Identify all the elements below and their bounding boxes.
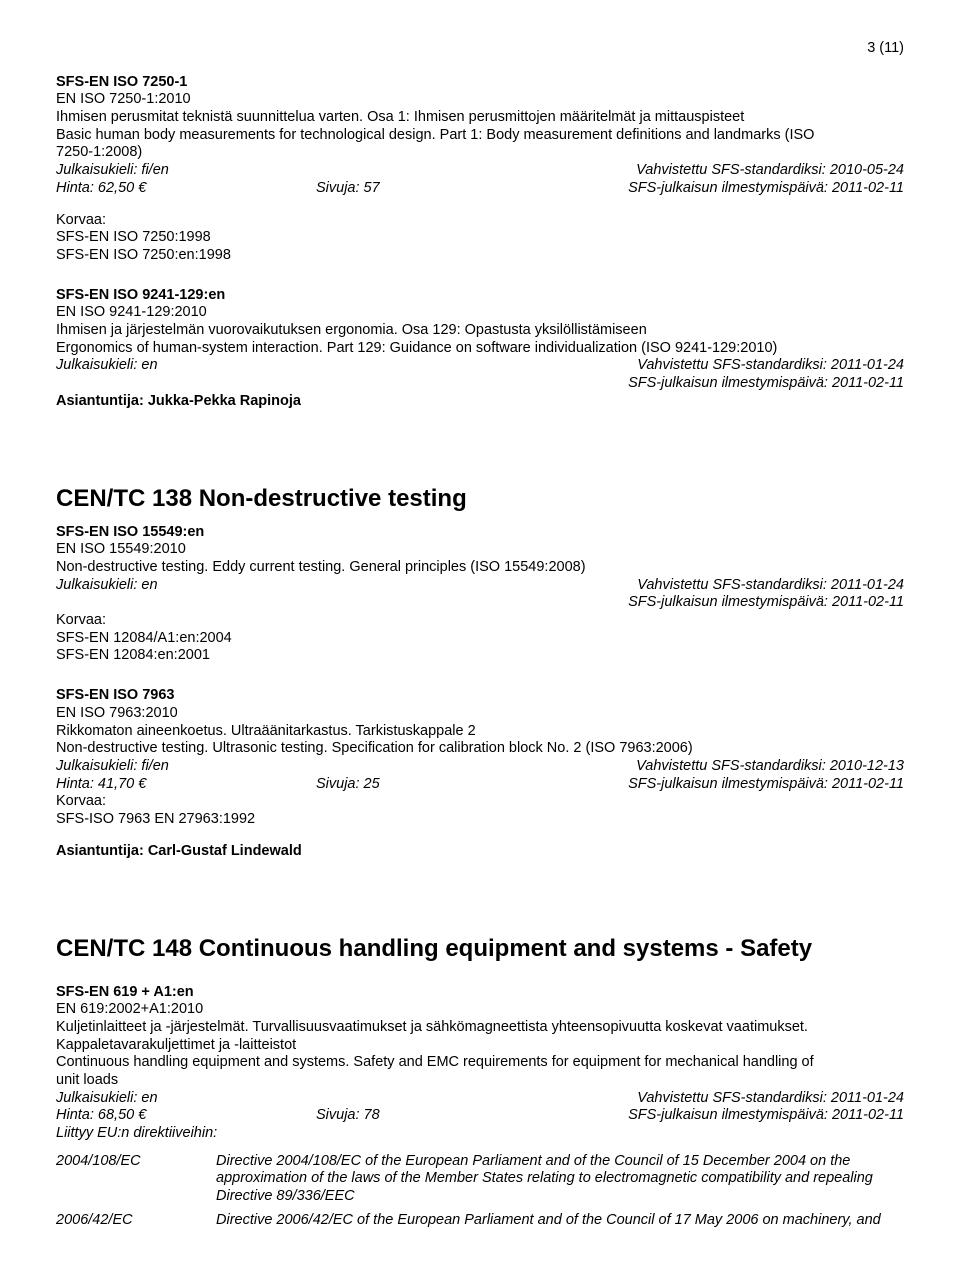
standard-entry: SFS-EN 619 + A1:en EN 619:2002+A1:2010 K… — [56, 984, 904, 1230]
language-label: Julkaisukieli: fi/en — [56, 162, 316, 180]
confirmed-date: Vahvistettu SFS-standardiksi: 2011-01-24 — [637, 1090, 904, 1108]
directive-text: Directive 2006/42/EC of the European Par… — [216, 1212, 904, 1230]
title-en: Continuous handling equipment and system… — [56, 1054, 904, 1072]
directive-code: 2006/42/EC — [56, 1212, 216, 1230]
expert-label: Asiantuntija: Carl-Gustaf Lindewald — [56, 843, 904, 861]
language-label: Julkaisukieli: en — [56, 357, 316, 375]
section-title: CEN/TC 138 Non-destructive testing — [56, 484, 904, 513]
replaces-item: SFS-EN ISO 7250:1998 — [56, 229, 904, 247]
title-en: 7250-1:2008) — [56, 144, 904, 162]
standard-code: SFS-EN ISO 9241-129:en — [56, 287, 904, 305]
price: Hinta: 62,50 € — [56, 180, 316, 198]
replaces-item: SFS-EN 12084:en:2001 — [56, 647, 904, 665]
meta-row: Julkaisukieli: en Vahvistettu SFS-standa… — [56, 577, 904, 595]
replaces-item: SFS-ISO 7963 EN 27963:1992 — [56, 811, 904, 829]
language-label: Julkaisukieli: en — [56, 577, 316, 595]
page-number: 3 (11) — [56, 40, 904, 58]
directive-text-line: Directive 89/336/EEC — [216, 1188, 904, 1206]
meta-row: Hinta: 41,70 € Sivuja: 25 SFS-julkaisun … — [56, 776, 904, 794]
title-fi: Ihmisen perusmitat teknistä suunnittelua… — [56, 109, 904, 127]
language-label: Julkaisukieli: en — [56, 1090, 316, 1108]
meta-row: Julkaisukieli: fi/en Vahvistettu SFS-sta… — [56, 162, 904, 180]
en-code: EN ISO 15549:2010 — [56, 541, 904, 559]
title-en: Non-destructive testing. Eddy current te… — [56, 559, 904, 577]
directive-code: 2004/108/EC — [56, 1153, 216, 1206]
directive-row: 2006/42/EC Directive 2006/42/EC of the E… — [56, 1212, 904, 1230]
replaces-label: Korvaa: — [56, 612, 904, 630]
publication-date: SFS-julkaisun ilmestymispäivä: 2011-02-1… — [628, 1107, 904, 1125]
title-fi: Kuljetinlaitteet ja -järjestelmät. Turva… — [56, 1019, 904, 1037]
price: Hinta: 68,50 € — [56, 1107, 316, 1125]
pages: Sivuja: 25 — [316, 776, 628, 794]
standard-entry: SFS-EN ISO 7963 EN ISO 7963:2010 Rikkoma… — [56, 687, 904, 860]
replaces-label: Korvaa: — [56, 212, 904, 230]
standard-entry: SFS-EN ISO 15549:en EN ISO 15549:2010 No… — [56, 524, 904, 666]
expert-label: Asiantuntija: Jukka-Pekka Rapinoja — [56, 393, 904, 411]
en-code: EN 619:2002+A1:2010 — [56, 1001, 904, 1019]
section-title: CEN/TC 148 Continuous handling equipment… — [56, 934, 904, 963]
replaces-label: Korvaa: — [56, 793, 904, 811]
meta-row: SFS-julkaisun ilmestymispäivä: 2011-02-1… — [56, 375, 904, 393]
meta-row: Julkaisukieli: en Vahvistettu SFS-standa… — [56, 357, 904, 375]
standard-code: SFS-EN ISO 7963 — [56, 687, 904, 705]
en-code: EN ISO 9241-129:2010 — [56, 304, 904, 322]
title-fi: Ihmisen ja järjestelmän vuorovaikutuksen… — [56, 322, 904, 340]
directive-text: Directive 2004/108/EC of the European Pa… — [216, 1153, 904, 1206]
meta-row: Hinta: 68,50 € Sivuja: 78 SFS-julkaisun … — [56, 1107, 904, 1125]
standard-entry: SFS-EN ISO 7250-1 EN ISO 7250-1:2010 Ihm… — [56, 74, 904, 265]
title-fi: Rikkomaton aineenkoetus. Ultraäänitarkas… — [56, 723, 904, 741]
price: Hinta: 41,70 € — [56, 776, 316, 794]
publication-date: SFS-julkaisun ilmestymispäivä: 2011-02-1… — [628, 594, 904, 612]
standard-code: SFS-EN 619 + A1:en — [56, 984, 904, 1002]
standard-entry: SFS-EN ISO 9241-129:en EN ISO 9241-129:2… — [56, 287, 904, 411]
confirmed-date: Vahvistettu SFS-standardiksi: 2010-12-13 — [636, 758, 904, 776]
directive-text-line: Directive 2004/108/EC of the European Pa… — [216, 1153, 904, 1171]
title-en: Non-destructive testing. Ultrasonic test… — [56, 740, 904, 758]
directive-text-line: approximation of the laws of the Member … — [216, 1170, 904, 1188]
title-en: unit loads — [56, 1072, 904, 1090]
directive-row: 2004/108/EC Directive 2004/108/EC of the… — [56, 1153, 904, 1206]
meta-row: Julkaisukieli: en Vahvistettu SFS-standa… — [56, 1090, 904, 1108]
title-en: Ergonomics of human-system interaction. … — [56, 340, 904, 358]
confirmed-date: Vahvistettu SFS-standardiksi: 2011-01-24 — [637, 357, 904, 375]
pages: Sivuja: 57 — [316, 180, 628, 198]
confirmed-date: Vahvistettu SFS-standardiksi: 2010-05-24 — [636, 162, 904, 180]
directives-label: Liittyy EU:n direktiiveihin: — [56, 1125, 904, 1143]
publication-date: SFS-julkaisun ilmestymispäivä: 2011-02-1… — [628, 776, 904, 794]
publication-date: SFS-julkaisun ilmestymispäivä: 2011-02-1… — [628, 375, 904, 393]
meta-row: Hinta: 62,50 € Sivuja: 57 SFS-julkaisun … — [56, 180, 904, 198]
pages: Sivuja: 78 — [316, 1107, 628, 1125]
meta-row: SFS-julkaisun ilmestymispäivä: 2011-02-1… — [56, 594, 904, 612]
publication-date: SFS-julkaisun ilmestymispäivä: 2011-02-1… — [628, 180, 904, 198]
standard-code: SFS-EN ISO 15549:en — [56, 524, 904, 542]
confirmed-date: Vahvistettu SFS-standardiksi: 2011-01-24 — [637, 577, 904, 595]
replaces-item: SFS-EN 12084/A1:en:2004 — [56, 630, 904, 648]
title-en: Basic human body measurements for techno… — [56, 127, 904, 145]
en-code: EN ISO 7250-1:2010 — [56, 91, 904, 109]
replaces-item: SFS-EN ISO 7250:en:1998 — [56, 247, 904, 265]
en-code: EN ISO 7963:2010 — [56, 705, 904, 723]
meta-row: Julkaisukieli: fi/en Vahvistettu SFS-sta… — [56, 758, 904, 776]
language-label: Julkaisukieli: fi/en — [56, 758, 316, 776]
standard-code: SFS-EN ISO 7250-1 — [56, 74, 904, 92]
title-fi: Kappaletavarakuljettimet ja -laitteistot — [56, 1037, 904, 1055]
